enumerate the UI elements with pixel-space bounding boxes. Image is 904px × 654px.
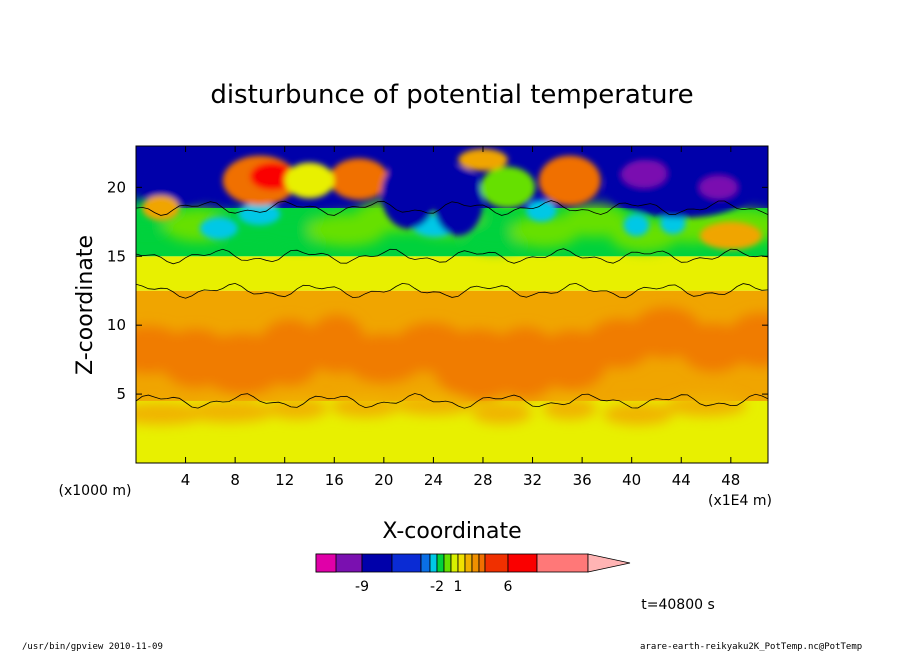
- footer-right: arare-earth-reikyaku2K_PotTemp.nc@PotTem…: [640, 642, 863, 652]
- upper-disturbance: [381, 159, 436, 229]
- colorbar-segment: [429, 553, 438, 573]
- colorbar-segment: [361, 553, 393, 573]
- colorbar-segment: [536, 553, 589, 573]
- contour-lines: [136, 200, 768, 409]
- yellow-orange-patch: [471, 401, 532, 424]
- x-tick-label: 12: [275, 471, 294, 489]
- yellow-orange-patch: [602, 403, 673, 426]
- heatmap-field: [136, 146, 768, 463]
- upper-disturbance: [480, 166, 536, 209]
- colorbar-label: -9: [355, 579, 369, 595]
- y-tick-label: 20: [107, 178, 126, 196]
- colorbar: [315, 553, 631, 573]
- cyan-patch: [526, 199, 557, 222]
- plot-frame: [135, 145, 769, 464]
- x-axis-label: X-coordinate: [382, 519, 521, 544]
- y-unit-label: (x1000 m): [59, 483, 132, 499]
- y-tick-label: 10: [107, 316, 126, 334]
- x-axis-ticks: 4 8 12 16 20 24 28 32 36 40 44 48: [181, 146, 740, 489]
- colorbar-segment: [436, 553, 445, 573]
- upper-disturbance: [433, 166, 483, 236]
- colorbar-segment: [450, 553, 459, 573]
- x-tick-label: 4: [181, 471, 191, 489]
- chart-title: disturbunce of potential temperature: [210, 80, 693, 110]
- yellow-orange-patch: [266, 397, 328, 420]
- x-tick-label: 16: [325, 471, 344, 489]
- heatmap-detail: [136, 148, 762, 250]
- x-tick-label: 36: [573, 471, 592, 489]
- upper-disturbance: [699, 176, 738, 199]
- contour-line: [136, 248, 768, 265]
- upper-disturbance: [458, 148, 508, 171]
- time-annotation: t=40800 s: [641, 597, 715, 613]
- yellow-orange-patch: [330, 395, 400, 418]
- yellow-orange-patch: [392, 393, 475, 416]
- x-tick-label: 44: [672, 471, 691, 489]
- colorbar-segment: [443, 553, 452, 573]
- yellow-orange-patch: [665, 394, 747, 417]
- colorbar-segment-low: [315, 553, 337, 573]
- upper-disturbance: [699, 221, 762, 250]
- x-tick-label: 8: [230, 471, 240, 489]
- contour-line: [136, 393, 768, 409]
- x-tick-label: 20: [374, 471, 393, 489]
- colorbar-segment: [457, 553, 466, 573]
- x-tick-label: 48: [721, 471, 740, 489]
- footer-left: /usr/bin/gpview 2010-11-09: [22, 642, 163, 652]
- x-tick-label: 28: [473, 471, 492, 489]
- upper-disturbance: [136, 155, 211, 206]
- upper-disturbance: [284, 162, 335, 199]
- cyan-patch: [623, 214, 650, 237]
- colorbar-segment: [478, 553, 486, 573]
- x-unit-label: (x1E4 m): [708, 493, 772, 509]
- yellow-orange-patch: [542, 397, 597, 420]
- cyan-patch: [660, 212, 686, 235]
- colorbar-label: 6: [504, 579, 513, 595]
- contour-line: [136, 282, 768, 299]
- x-tick-label: 24: [424, 471, 443, 489]
- colorbar-label: -2: [430, 579, 444, 595]
- colorbar-segment: [484, 553, 509, 573]
- upper-disturbance: [538, 155, 601, 206]
- colorbar-segment: [464, 553, 473, 573]
- colorbar-segment: [420, 553, 431, 573]
- colorbar-segment: [471, 553, 480, 573]
- cyan-patch: [199, 217, 238, 240]
- colorbar-segment: [391, 553, 422, 573]
- upper-disturbance: [621, 159, 667, 188]
- cyan-patch: [238, 203, 281, 226]
- y-axis-ticks: 5 10 15 20: [107, 178, 768, 403]
- upper-disturbance: [250, 162, 295, 191]
- heatmap-layer-2: [136, 256, 768, 291]
- x-tick-label: 40: [622, 471, 641, 489]
- colorbar-segment: [507, 553, 538, 573]
- green-patch: [561, 203, 628, 237]
- y-axis-label: Z-coordinate: [73, 235, 98, 375]
- colorbar-labels: -9 -2 1 6: [355, 579, 513, 595]
- upper-disturbance: [329, 158, 389, 200]
- orange-core: [726, 313, 768, 367]
- yellow-orange-patch: [182, 400, 276, 423]
- colorbar-label: 1: [454, 579, 463, 595]
- colorbar-arrow: [587, 553, 631, 573]
- contour-line: [136, 200, 768, 216]
- y-tick-label: 5: [116, 385, 126, 403]
- x-tick-label: 32: [523, 471, 542, 489]
- orange-core: [257, 319, 323, 386]
- y-tick-label: 15: [107, 247, 126, 265]
- upper-disturbance: [142, 195, 180, 221]
